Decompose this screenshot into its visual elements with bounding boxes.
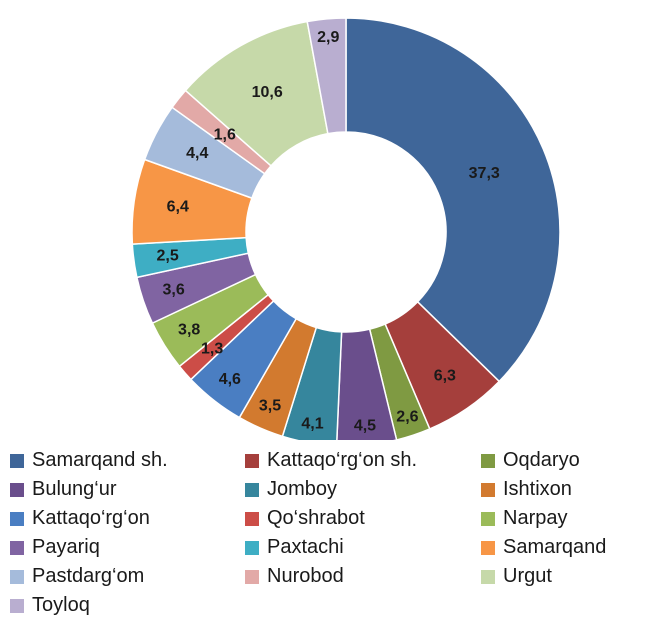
legend-label: Narpay [503,507,568,529]
legend-label: Payariq [32,536,100,558]
legend-swatch [481,453,495,468]
legend-item: Bulung‘ur [10,475,245,504]
legend-item: Oqdaryo [481,446,641,475]
data-label: 6,4 [167,199,189,216]
legend-item: Samarqand sh. [10,446,245,475]
data-label: 10,6 [252,84,283,101]
legend-label: Qo‘shrabot [267,507,365,529]
legend-swatch [245,569,259,584]
legend-item: Kattaqo‘rg‘on sh. [245,446,481,475]
legend-label: Jomboy [267,478,338,500]
data-label: 37,3 [469,165,500,182]
data-label: 4,1 [301,415,323,432]
data-label: 1,6 [214,127,236,144]
legend-item: Ishtixon [481,475,641,504]
data-label: 2,9 [317,29,339,46]
data-labels: 37,3 6,3 2,6 4,5 4,1 3,5 4,6 1,33,8 3,6 2,5 6,4 4,4… [157,29,500,434]
legend-swatch [245,482,259,497]
legend-label: Kattaqo‘rg‘on [32,507,150,529]
legend-item: Samarqand [481,533,641,562]
legend-swatch [10,482,24,497]
legend-swatch [245,511,259,526]
legend-item: Urgut [481,562,641,591]
data-label: 2,6 [396,408,418,425]
data-label: 6,3 [434,368,456,385]
legend-label: Ishtixon [503,478,572,500]
legend-item: Qo‘shrabot [245,504,481,533]
legend-item: Paxtachi [245,533,481,562]
legend-swatch [245,540,259,555]
legend-label: Kattaqo‘rg‘on sh. [267,449,418,471]
chart-legend: Samarqand sh. Kattaqo‘rg‘on sh. Oqdaryo Bul… [10,446,650,620]
slice-samarqand-sh- [345,17,561,383]
legend-swatch [481,569,495,584]
data-label: 4,5 [354,417,376,434]
legend-swatch [10,569,24,584]
legend-label: Urgut [503,565,552,587]
legend-swatch [10,540,24,555]
data-label: 4,4 [186,145,208,162]
legend-label: Nurobod [267,565,344,587]
legend-label: Pastdarg‘om [32,565,145,587]
legend-swatch [481,511,495,526]
legend-label: Samarqand [503,536,607,558]
donut-slices [131,17,561,440]
legend-item: Jomboy [245,475,481,504]
data-label: 2,5 [157,247,179,264]
data-label: 3,8 [178,321,200,338]
legend-swatch [10,511,24,526]
legend-item: Toyloq [10,591,245,620]
legend-item: Payariq [10,533,245,562]
legend-swatch [245,453,259,468]
legend-label: Toyloq [32,594,90,616]
legend-swatch [481,482,495,497]
data-label: 3,5 [259,397,281,414]
legend-item: Kattaqo‘rg‘on [10,504,245,533]
data-label: 3,6 [163,282,185,299]
legend-swatch [481,540,495,555]
legend-label: Samarqand sh. [32,449,168,471]
data-label: 4,6 [219,371,241,388]
data-label: 1,3 [201,341,223,358]
legend-label: Oqdaryo [503,449,580,471]
legend-item: Pastdarg‘om [10,562,245,591]
legend-label: Bulung‘ur [32,478,117,500]
slice-toyloq [306,17,347,135]
legend-item: Narpay [481,504,641,533]
legend-item: Nurobod [245,562,481,591]
donut-chart: 37,3 6,3 2,6 4,5 4,1 3,5 4,6 1,33,8 3,6 2,5 6,4 4,4… [131,17,561,440]
legend-swatch [10,453,24,468]
legend-label: Paxtachi [267,536,344,558]
legend-swatch [10,598,24,613]
